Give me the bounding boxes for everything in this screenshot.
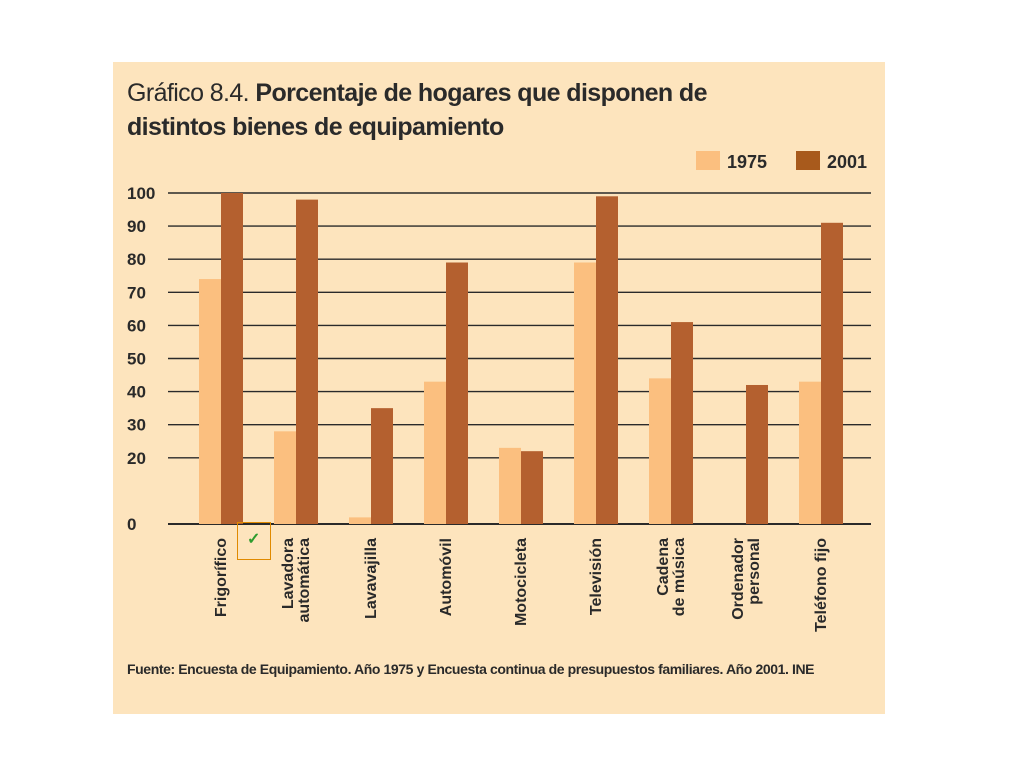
bar-1975-2	[349, 517, 371, 524]
chart-panel: Gráfico 8.4. Porcentaje de hogares que d…	[113, 62, 885, 714]
y-tick-label-40: 40	[127, 383, 146, 402]
bar-2001-4	[521, 451, 543, 524]
bar-1975-0	[199, 279, 221, 524]
y-tick-label-70: 70	[127, 283, 146, 302]
x-category-label-1: Lavadoraautomática	[280, 538, 313, 623]
y-tick-label-80: 80	[127, 250, 146, 269]
chart-title-continuation: distintos bienes de equipamiento	[127, 113, 504, 141]
x-category-label-0: Frigorífico	[213, 538, 230, 617]
bar-2001-2	[371, 408, 393, 524]
x-category-label-2: Lavavajilla	[363, 538, 380, 619]
legend-swatch-2001	[796, 151, 820, 170]
bar-1975-5	[574, 262, 596, 524]
y-tick-label-100: 100	[127, 184, 155, 203]
bar-2001-5	[596, 196, 618, 524]
chart-title-main: Porcentaje de hogares que disponen de	[255, 79, 707, 107]
bar-1975-3	[424, 381, 446, 524]
check-icon: ✓	[247, 531, 261, 548]
bar-1975-8	[799, 381, 821, 524]
bar-2001-0	[221, 193, 243, 524]
legend-swatch-1975	[696, 151, 720, 170]
bars	[199, 193, 843, 525]
y-tick-label-0: 0	[127, 515, 136, 534]
legend: 1975 2001	[696, 151, 867, 172]
y-tick-label-60: 60	[127, 316, 146, 335]
bar-chart: 0 20 30 40 50 60 70 80 90 100 Frigorífico Lavadora…	[127, 151, 871, 632]
x-category-label-6: Cadenade música	[655, 538, 688, 616]
y-tick-label-30: 30	[127, 416, 146, 435]
chart-title-prefix: Gráfico 8.4.	[127, 79, 250, 107]
legend-label-1975: 1975	[727, 152, 767, 172]
bar-1975-6	[649, 378, 671, 524]
bar-2001-8	[821, 222, 843, 525]
bar-1975-1	[274, 431, 296, 524]
legend-label-2001: 2001	[827, 152, 867, 172]
chart-title-line-2: distintos bienes de equipamiento	[127, 112, 504, 142]
y-tick-label-50: 50	[127, 350, 146, 369]
bar-2001-7	[746, 384, 768, 524]
cursor-marker: ✓	[237, 522, 271, 560]
bar-1975-4	[499, 447, 521, 524]
x-axis-categories: Frigorífico Lavadoraautomática Lavavajilla…	[213, 538, 830, 632]
chart-title-line-1: Gráfico 8.4. Porcentaje de hogares que d…	[127, 78, 708, 108]
bar-2001-3	[446, 262, 468, 524]
x-category-label-5: Televisión	[588, 538, 605, 615]
x-category-label-4: Motocicleta	[513, 538, 530, 626]
x-category-label-7: Ordenadorpersonal	[730, 538, 763, 620]
y-axis-ticks: 0 20 30 40 50 60 70 80 90 100	[127, 184, 155, 534]
x-category-label-8: Teléfono fijo	[813, 538, 830, 632]
y-tick-label-20: 20	[127, 449, 146, 468]
y-tick-label-90: 90	[127, 217, 146, 236]
bar-2001-6	[671, 322, 693, 524]
x-category-label-3: Automóvil	[438, 538, 455, 616]
source-note: Fuente: Encuesta de Equipamiento. Año 19…	[127, 661, 815, 677]
bar-2001-1	[296, 199, 318, 524]
